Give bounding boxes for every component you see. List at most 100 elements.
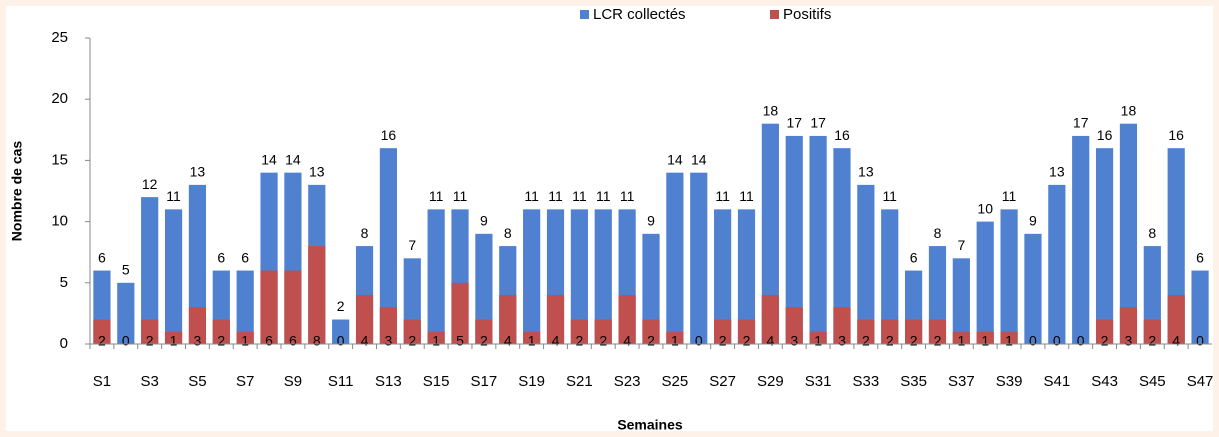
bar	[666, 331, 684, 344]
bar	[952, 331, 970, 344]
data-label: 2	[408, 333, 416, 349]
data-label: 14	[261, 151, 277, 167]
bar	[212, 319, 230, 344]
y-tick-label: 25	[51, 29, 68, 46]
data-label: 16	[834, 127, 850, 143]
data-label: 11	[524, 188, 539, 204]
x-tick-label: S17	[471, 373, 498, 390]
bar	[451, 282, 469, 344]
data-label: 6	[217, 249, 225, 265]
bar	[236, 270, 254, 344]
bar	[905, 319, 923, 344]
bar	[1119, 307, 1138, 344]
x-tick-label: S13	[375, 373, 402, 390]
bar	[833, 148, 851, 344]
bar	[881, 209, 899, 344]
data-label: 14	[285, 151, 301, 167]
data-label: 14	[667, 151, 683, 167]
bar	[546, 295, 565, 344]
bar	[857, 184, 875, 344]
legend-swatch	[770, 10, 779, 19]
bar	[523, 331, 541, 344]
data-label: 11	[739, 188, 754, 204]
legend-label: LCR collectés	[593, 6, 686, 23]
data-label: 2	[934, 333, 942, 349]
x-tick-label: S15	[423, 373, 450, 390]
bar	[141, 197, 159, 344]
x-tick-label: S39	[996, 373, 1023, 390]
data-label: 3	[790, 333, 798, 349]
bar	[833, 307, 851, 344]
bar	[379, 307, 397, 344]
data-label: 2	[599, 333, 607, 349]
data-label: 3	[1125, 333, 1133, 349]
data-label: 1	[671, 333, 679, 349]
bar	[737, 209, 756, 344]
data-label: 11	[620, 188, 635, 204]
data-label: 8	[313, 333, 321, 349]
data-label: 17	[1073, 115, 1089, 131]
data-label: 2	[480, 333, 488, 349]
data-label: 8	[934, 225, 942, 241]
x-tick-label: S11	[328, 373, 354, 390]
x-tick-label: S41	[1043, 373, 1070, 390]
x-tick-label: S33	[852, 373, 879, 390]
data-label: 2	[217, 333, 225, 349]
y-tick-label: 5	[60, 274, 68, 291]
data-label: 11	[548, 188, 563, 204]
bar	[1048, 184, 1066, 344]
data-label: 2	[1101, 333, 1109, 349]
data-label: 8	[504, 225, 512, 241]
data-label: 2	[647, 333, 655, 349]
bar	[499, 295, 517, 344]
x-tick-label: S37	[948, 373, 975, 390]
bar	[475, 319, 493, 344]
data-label: 18	[763, 102, 779, 118]
data-label: 1	[170, 333, 178, 349]
bar	[93, 319, 111, 344]
x-tick-label: S1	[93, 373, 111, 390]
x-axis-title: Semaines	[617, 417, 683, 433]
data-label: 8	[1148, 225, 1156, 241]
data-label: 16	[1168, 127, 1184, 143]
bar	[737, 319, 756, 344]
x-tick-label: S45	[1139, 373, 1166, 390]
bar	[785, 307, 803, 344]
bar	[761, 295, 779, 344]
data-label: 0	[1053, 333, 1061, 349]
legend-label: Positifs	[783, 6, 831, 23]
data-label: 4	[504, 333, 512, 349]
bar	[403, 319, 421, 344]
bar	[117, 282, 135, 344]
bar	[618, 295, 636, 344]
bar	[1072, 135, 1090, 344]
bar	[1167, 295, 1185, 344]
bar	[785, 135, 803, 344]
data-label: 11	[166, 188, 181, 204]
x-tick-label: S23	[614, 373, 641, 390]
bar	[594, 319, 612, 344]
data-label: 2	[98, 333, 106, 349]
bar	[570, 209, 588, 344]
x-tick-label: S3	[141, 373, 159, 390]
bar	[332, 319, 350, 344]
data-label: 6	[265, 333, 273, 349]
data-label: 2	[146, 333, 154, 349]
y-axis-title: Nombre de cas	[9, 141, 25, 242]
bar	[164, 209, 183, 344]
y-tick-label: 20	[51, 90, 68, 107]
data-label: 2	[1148, 333, 1156, 349]
x-tick-label: S25	[662, 373, 689, 390]
data-label: 4	[623, 333, 631, 349]
data-label: 1	[432, 333, 440, 349]
data-label: 10	[977, 200, 993, 216]
data-label: 7	[957, 237, 965, 253]
data-label: 0	[1029, 333, 1037, 349]
data-label: 0	[122, 333, 130, 349]
data-label: 3	[838, 333, 846, 349]
data-label: 9	[480, 213, 488, 229]
bar	[1095, 319, 1114, 344]
bar	[714, 319, 732, 344]
data-label: 6	[1196, 249, 1204, 265]
bar	[379, 148, 397, 344]
